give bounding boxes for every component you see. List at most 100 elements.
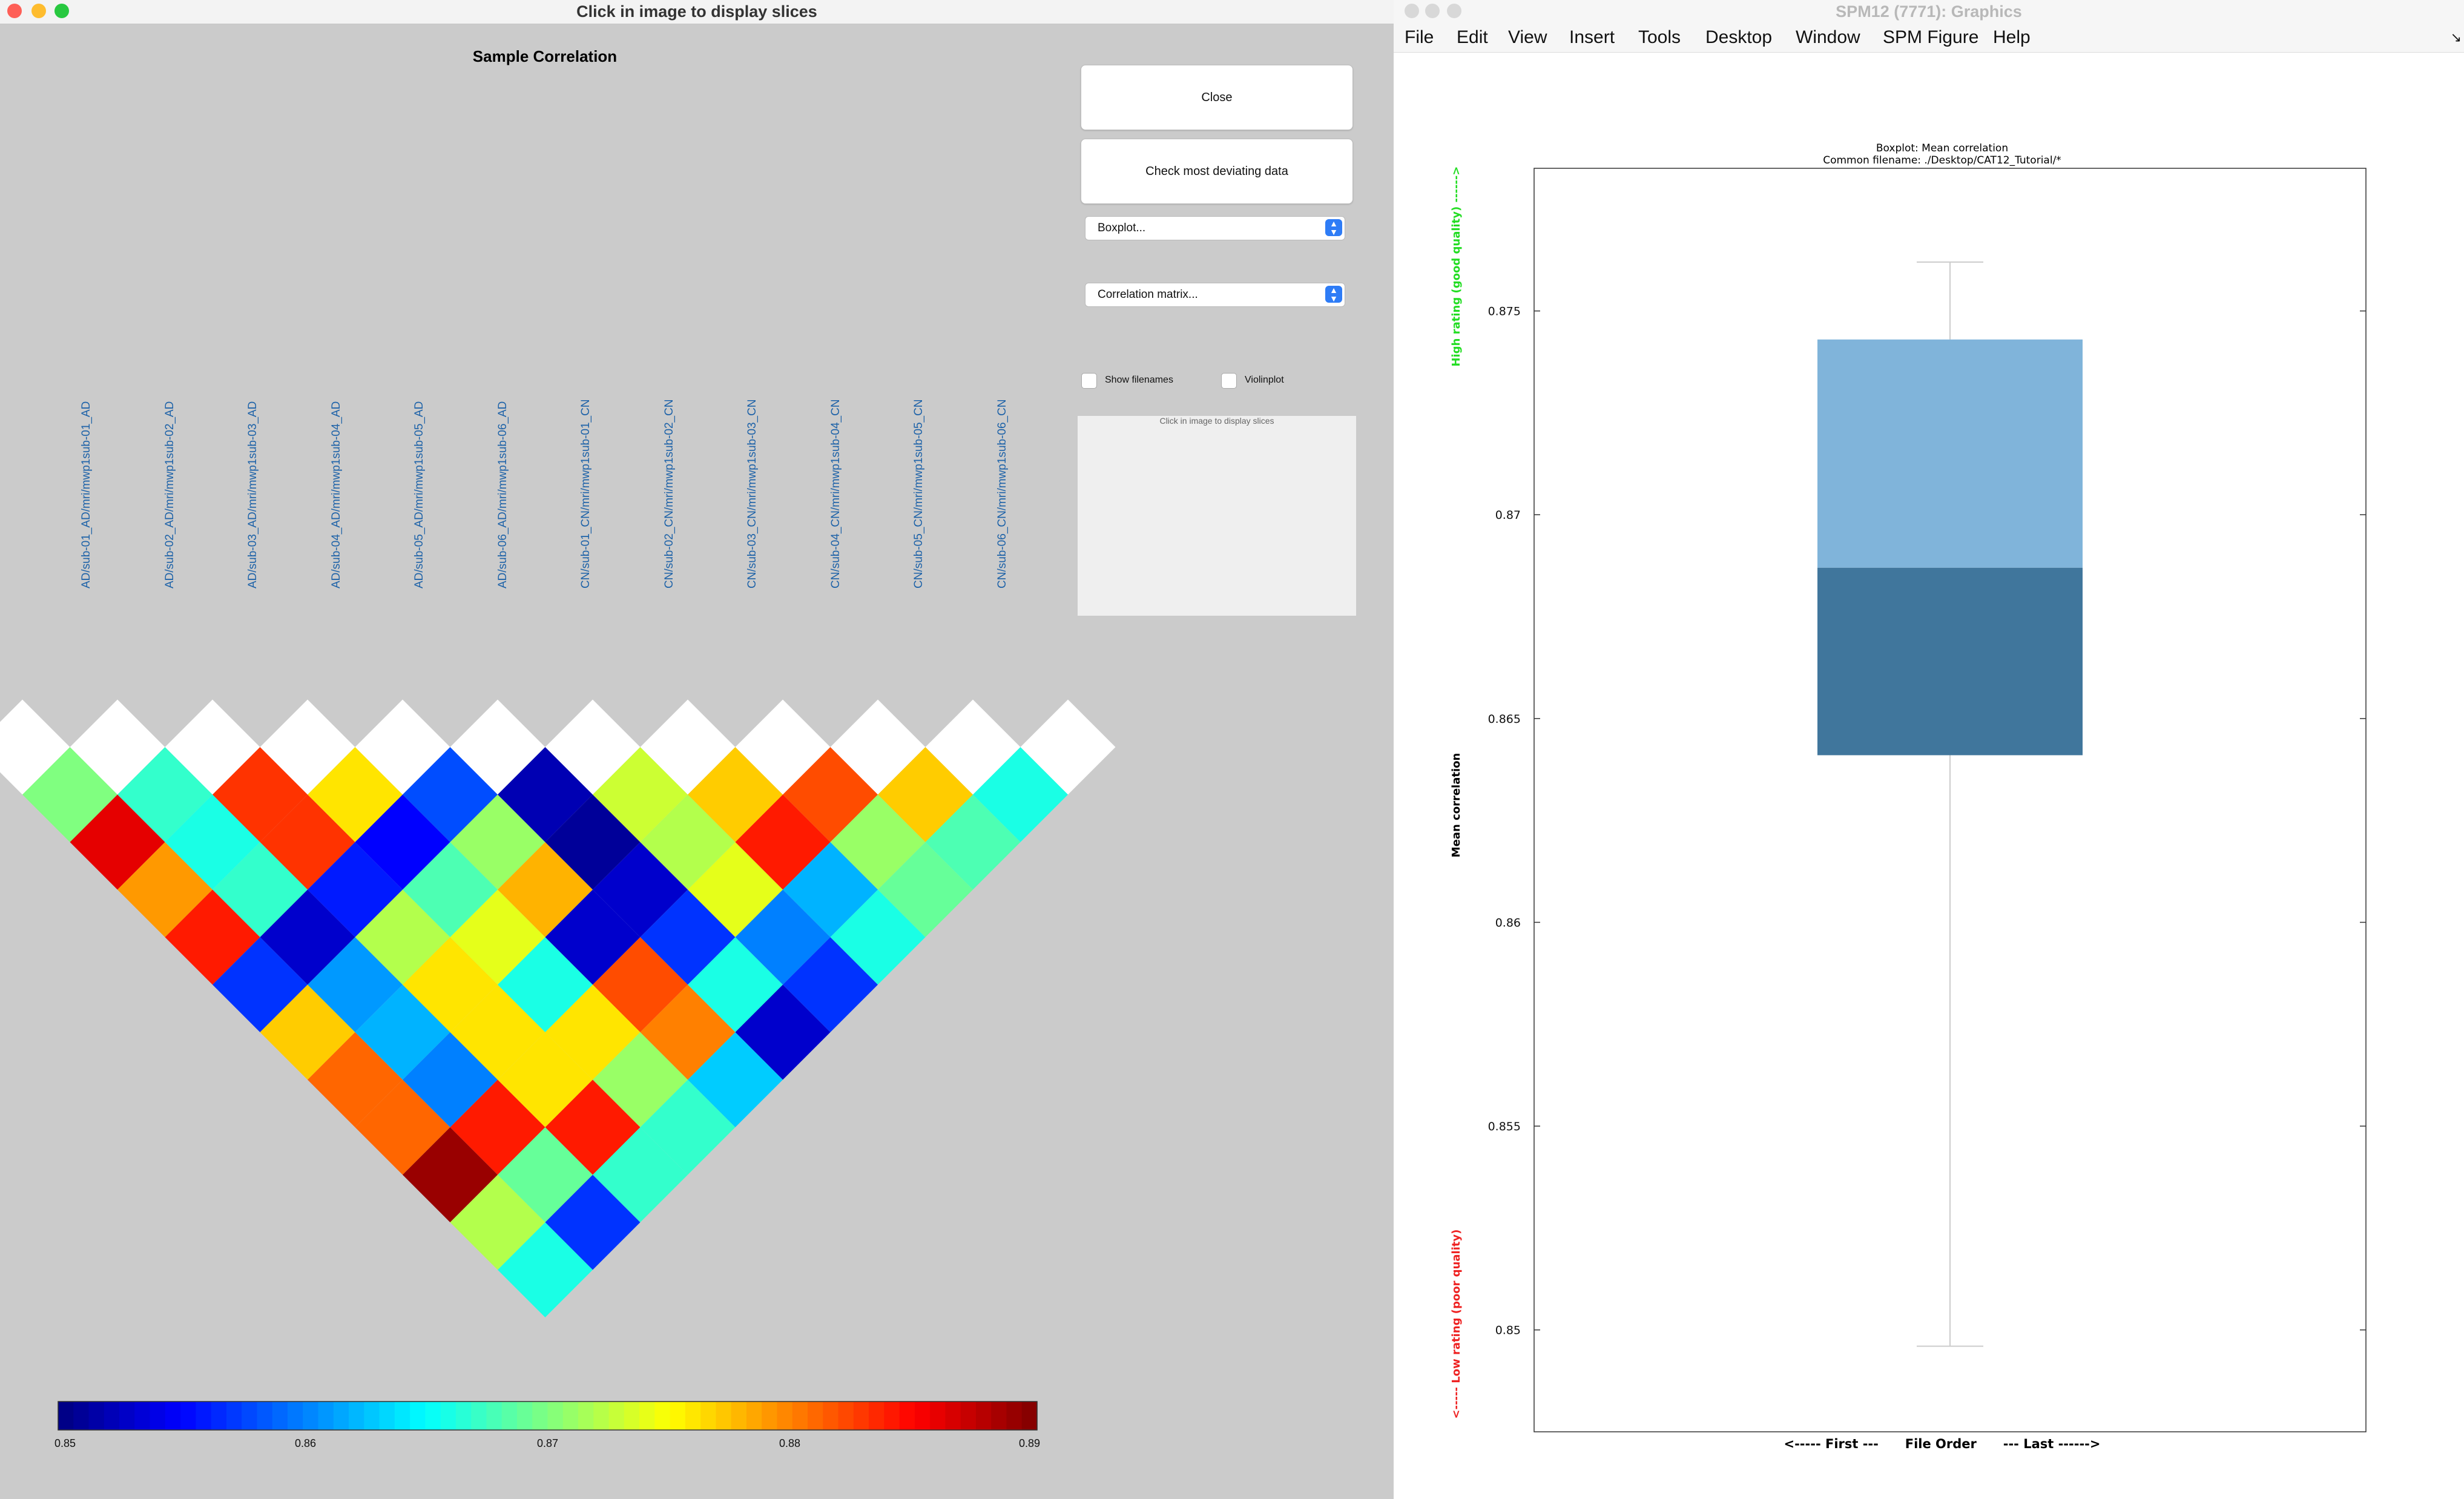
close-button[interactable]: Close [1081,65,1353,130]
file-label[interactable]: AD/sub-01_AD/mri/mwp1sub-01_AD [80,401,93,588]
file-label[interactable]: AD/sub-06_AD/mri/mwp1sub-06_AD [496,401,509,588]
colorbar-segment [104,1402,120,1430]
colorbar-segment [639,1402,655,1430]
file-label[interactable]: CN/sub-04_CN/mri/mwp1sub-04_CN [829,399,842,588]
y-tick-label: 0.86 [1495,916,1521,929]
minimize-window-icon[interactable] [1425,4,1440,18]
colorbar-segment [547,1402,564,1430]
colorbar-segment [364,1402,380,1430]
colorbar-segment [211,1402,227,1430]
boxplot-subtitle: Common filename: ./Desktop/CAT12_Tutoria… [1823,154,2061,166]
colorbar-segment [257,1402,273,1430]
menu-tools[interactable]: Tools [1638,27,1681,47]
colorbar-segment [516,1402,533,1430]
colorbar-segment [440,1402,456,1430]
menu-view[interactable]: View [1508,27,1547,47]
boxplot-title: Boxplot: Mean correlation [1876,142,2008,154]
colorbar-segment [134,1402,151,1430]
colorbar-segment [716,1402,732,1430]
file-label[interactable]: CN/sub-03_CN/mri/mwp1sub-03_CN [746,399,759,588]
box-lower-half[interactable] [1817,567,2083,756]
file-label[interactable]: AD/sub-02_AD/mri/mwp1sub-02_AD [163,401,176,588]
colorbar-segment [486,1402,502,1430]
menu-insert[interactable]: Insert [1569,27,1615,47]
boxplot-popup-label: Boxplot... [1098,222,1146,234]
colorbar-segment [914,1402,931,1430]
colorbar-segment [471,1402,487,1430]
menu-file[interactable]: File [1405,27,1434,47]
colorbar-segment [150,1402,166,1430]
right-titlebar: SPM12 (7771): Graphics [1394,0,2464,24]
colorbar-segment [777,1402,793,1430]
colorbar-segment [945,1402,961,1430]
colorbar-segment [287,1402,303,1430]
colorbar-segment [670,1402,686,1430]
file-label[interactable]: CN/sub-06_CN/mri/mwp1sub-06_CN [995,399,1009,588]
file-label[interactable]: AD/sub-04_AD/mri/mwp1sub-04_AD [329,401,343,588]
colorbar-segment [532,1402,548,1430]
plot-title: Sample Correlation [472,47,618,65]
colorbar-segment [318,1402,334,1430]
colorbar-segment [838,1402,854,1430]
correlation-popup-label: Correlation matrix... [1098,288,1198,301]
colorbar-segment [88,1402,105,1430]
colorbar-segment [272,1402,288,1430]
close-window-icon[interactable] [7,4,22,18]
colorbar-segment [180,1402,196,1430]
colorbar-segment [455,1402,472,1430]
zoom-window-icon[interactable] [1447,4,1461,18]
y-tick-label: 0.875 [1488,305,1521,318]
menu-help[interactable]: Help [1993,27,2031,47]
file-label[interactable]: CN/sub-02_CN/mri/mwp1sub-02_CN [662,399,676,588]
colorbar-segment [165,1402,181,1430]
show-filenames-label: Show filenames [1105,375,1173,385]
file-label[interactable]: AD/sub-05_AD/mri/mwp1sub-05_AD [413,401,426,588]
colorbar-segment [349,1402,364,1430]
colorbar-segment [379,1402,395,1430]
colorbar-tick: 0.85 [54,1437,76,1449]
resize-corner-icon: ↘ [2450,30,2462,45]
correlation-popup[interactable]: Correlation matrix... ▲ ▼ [1085,283,1345,307]
menu-window[interactable]: Window [1796,27,1860,47]
colorbar-segment [960,1402,977,1430]
boxplot-popup[interactable]: Boxplot... ▲ ▼ [1085,216,1345,240]
colorbar-segment [226,1402,242,1430]
boxplot-chart[interactable]: 0.85 0.855 0.86 0.865 0.87 0.875 Boxplot: Mean… [1394,0,2464,1499]
colorbar-segment [58,1402,74,1430]
preview-caption: Click in image to display slices [1159,416,1274,426]
colorbar-segment [792,1402,808,1430]
colorbar-tick: 0.89 [1019,1437,1041,1449]
colorbar-segment [853,1402,869,1430]
colorbar-segment [333,1402,349,1430]
show-filenames-checkbox[interactable] [1081,373,1097,389]
slice-preview-panel[interactable]: Click in image to display slices [1078,416,1356,616]
colorbar-segment [394,1402,410,1430]
file-label[interactable]: CN/sub-01_CN/mri/mwp1sub-01_CN [579,399,592,588]
menu-spm-figure[interactable]: SPM Figure [1883,27,1979,47]
popup-stepper-icon: ▲ ▼ [1325,286,1342,303]
zoom-window-icon[interactable] [54,4,69,18]
colorbar-segment [685,1402,701,1430]
colorbar-segment [991,1402,1007,1430]
y-tick-label: 0.855 [1488,1120,1521,1133]
check-deviating-button[interactable]: Check most deviating data [1081,139,1353,204]
minimize-window-icon[interactable] [31,4,46,18]
heatmap-cell[interactable] [498,1222,593,1317]
close-window-icon[interactable] [1405,4,1419,18]
colorbar-segment [578,1402,594,1430]
y-tick-label: 0.87 [1495,509,1521,522]
menu-edit[interactable]: Edit [1457,27,1488,47]
menu-desktop[interactable]: Desktop [1705,27,1773,47]
correlation-heatmap[interactable] [0,0,1394,1499]
low-rating-annotation: <----- Low rating (poor quality) [1450,1230,1463,1419]
left-titlebar: Click in image to display slices [0,0,1394,24]
high-rating-annotation: High rating (good quality) ------> [1450,166,1463,367]
colorbar-segment [501,1402,518,1430]
violinplot-checkbox[interactable] [1221,373,1237,389]
file-label[interactable]: CN/sub-05_CN/mri/mwp1sub-05_CN [912,399,925,588]
box-upper-half[interactable] [1817,339,2083,568]
violinplot-label: Violinplot [1245,375,1284,385]
file-label[interactable]: AD/sub-03_AD/mri/mwp1sub-03_AD [246,401,259,588]
y-tick-label: 0.85 [1495,1324,1521,1337]
colorbar-segment [593,1402,610,1430]
